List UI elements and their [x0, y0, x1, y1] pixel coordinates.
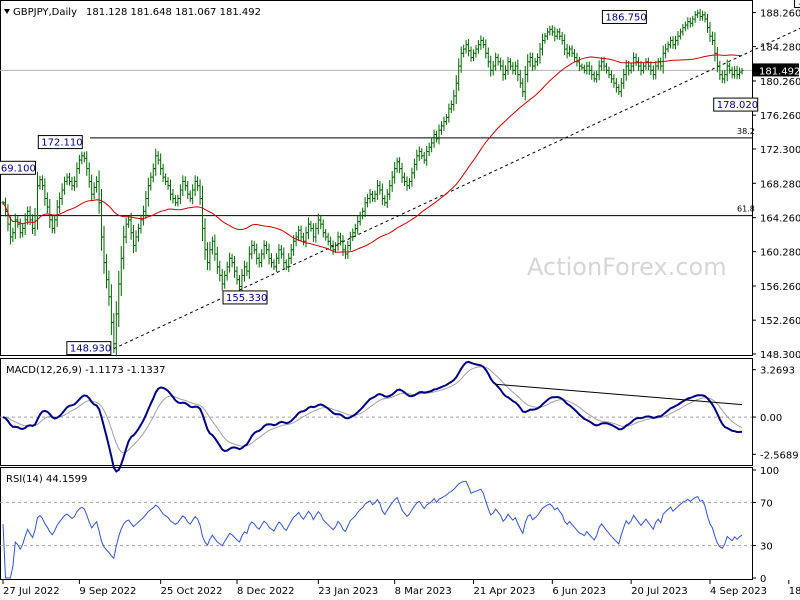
fib-level-label: 38.2 [737, 127, 755, 136]
price-layer: 38.2 61.8 169.100 172.110 148.930 155.330 186.… [0, 0, 800, 357]
x-tick-label: 8 Dec 2022 [237, 586, 295, 597]
price-y-tick-label: 172.300 [760, 145, 800, 156]
annotation-label: 178.020 [717, 100, 758, 111]
price-y-tick-label: 168.280 [760, 179, 800, 190]
annotation-box [222, 290, 268, 305]
current-price-label: 181.492 [759, 66, 800, 77]
price-y-tick-label: 164.260 [760, 214, 800, 225]
x-tick-label: 6 Jun 2023 [552, 586, 606, 597]
rsi-title: RSI(14) 44.1599 [6, 474, 87, 485]
annotation-label: 188.630 [798, 0, 800, 7]
x-tick-label: 21 Apr 2023 [473, 586, 535, 597]
macd-y-tick-label: 0.00 [760, 413, 782, 424]
price-y-tick-label: 156.260 [760, 282, 800, 293]
chart-header: GBPJPY,Daily 181.128 181.648 181.067 181… [4, 7, 261, 18]
macd-y-tick-label: 3.2693 [760, 366, 795, 377]
watermark: ActionForex.com [527, 253, 727, 281]
symbol-title: GBPJPY,Daily [13, 7, 77, 18]
rsi-y-tick-label: 0 [760, 574, 766, 585]
x-tick-label: 20 Jul 2023 [631, 586, 688, 597]
price-y-tick-label: 188.260 [760, 9, 800, 20]
annotation-box [0, 160, 36, 175]
annotation-box [66, 341, 112, 356]
rsi-y-tick-label: 100 [760, 466, 779, 477]
axis-layer: 188.260 184.280 180.260 176.260 172.300 168.2… [2, 9, 800, 597]
x-tick-label: 9 Sep 2022 [79, 586, 136, 597]
rsi-panel [0, 467, 753, 580]
x-tick-label: 4 Sep 2023 [710, 586, 767, 597]
x-tick-label: 18 Oct 2023 [789, 586, 800, 597]
annotation-label: 172.110 [41, 138, 82, 149]
macd-y-tick-label: -2.5689 [760, 450, 799, 461]
header-arrow-icon [4, 9, 10, 14]
price-annotation: 186.750 [601, 9, 647, 24]
x-tick-label: 23 Jan 2023 [318, 586, 378, 597]
fib-level-label: 61.8 [737, 205, 755, 214]
price-annotation: 172.110 [37, 135, 83, 150]
annotation-label: 186.750 [605, 12, 646, 23]
sma-line [2, 54, 742, 253]
annotation-box [713, 97, 759, 112]
annotation-box [37, 135, 83, 150]
annotation-label: 155.330 [226, 293, 267, 304]
annotation-label: 169.100 [0, 163, 36, 174]
price-y-tick-label: 160.280 [760, 248, 800, 259]
price-annotation: 169.100 [0, 160, 36, 175]
x-tick-label: 8 Mar 2023 [395, 586, 452, 597]
annotation-label: 148.930 [70, 344, 111, 355]
price-y-tick-label: 148.300 [760, 350, 800, 361]
x-tick-label: 27 Jul 2022 [3, 586, 60, 597]
rsi-line [2, 480, 743, 579]
price-annotation: 188.630 [794, 0, 800, 8]
price-y-tick-label: 184.280 [760, 43, 800, 54]
annotation-box [601, 9, 647, 24]
price-annotation: 148.930 [66, 341, 112, 356]
ohlc-values: 181.128 181.648 181.067 181.492 [86, 7, 261, 18]
price-annotation: 155.330 [222, 290, 268, 305]
x-tick-label: 25 Oct 2022 [161, 586, 223, 597]
macd-title: MACD(12,26,9) -1.1173 -1.1337 [6, 365, 166, 376]
rsi-layer [0, 480, 752, 579]
price-panel [0, 0, 753, 356]
macd-line [2, 360, 743, 473]
rsi-y-tick-label: 30 [760, 542, 773, 553]
price-y-tick-label: 176.260 [760, 111, 800, 122]
macd-layer [0, 360, 752, 473]
price-annotation: 178.020 [713, 97, 759, 112]
rsi-y-tick-label: 70 [760, 498, 773, 509]
macd-trend-line [495, 383, 743, 406]
price-y-tick-label: 152.260 [760, 316, 800, 327]
current-price-box [753, 63, 799, 77]
annotation-box [794, 0, 800, 8]
price-bar [740, 67, 744, 75]
price-y-tick-label: 180.260 [760, 77, 800, 88]
